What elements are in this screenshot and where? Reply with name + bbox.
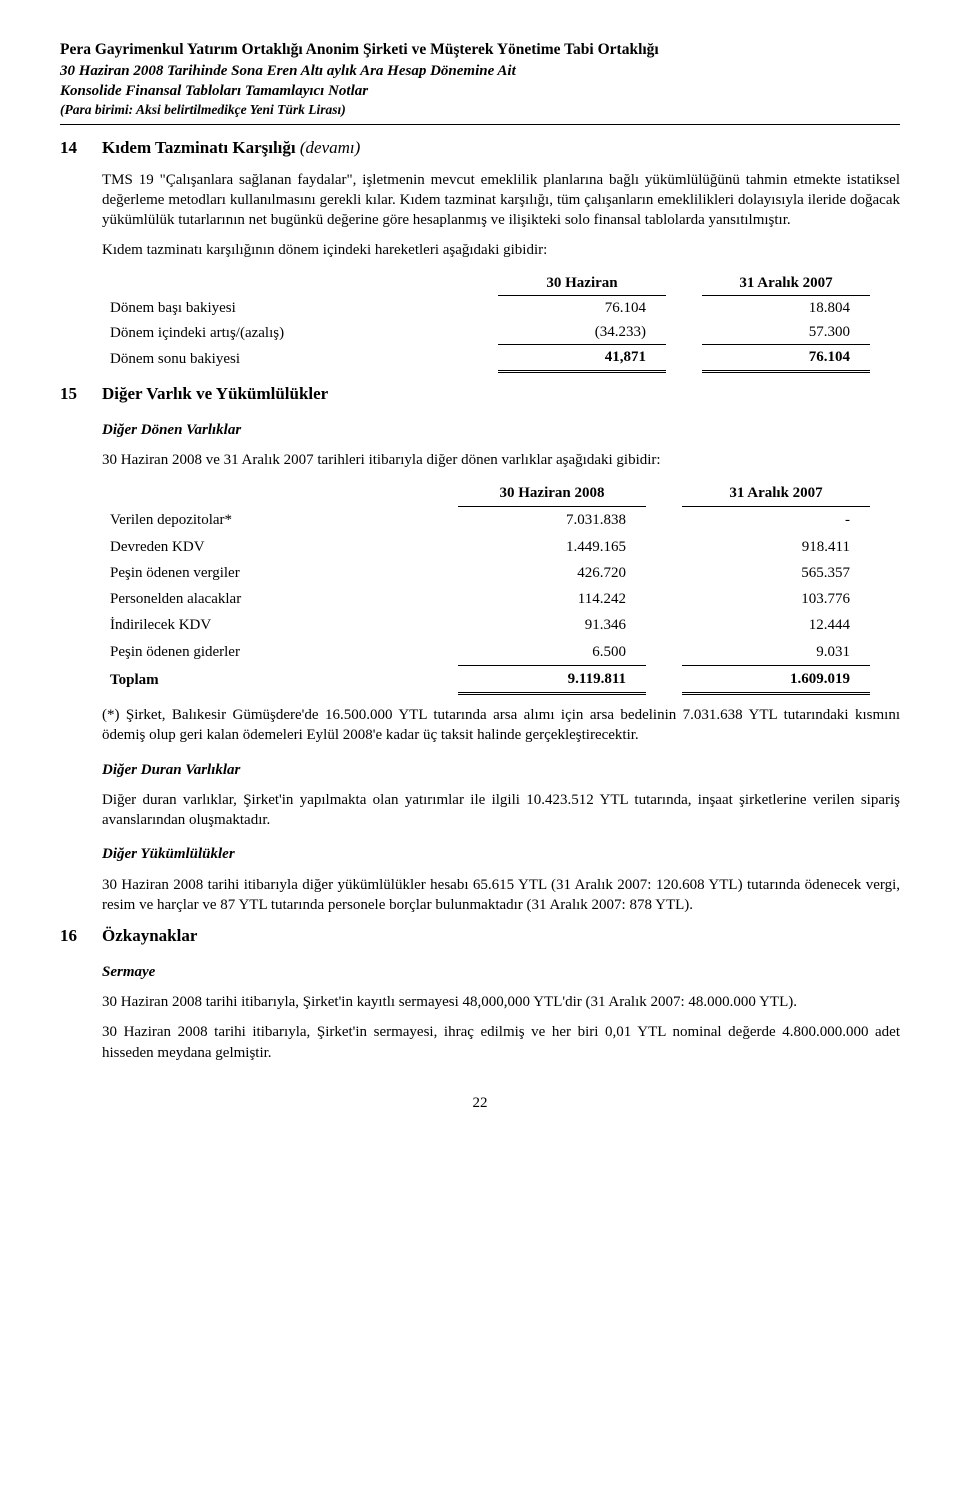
doc-header-currency: (Para birimi: Aksi belirtilmedikçe Yeni …: [60, 101, 900, 119]
table-row: İndirilecek KDV 91.346 12.444: [102, 612, 870, 638]
subsection-duran-varliklar: Diğer Duran Varlıklar: [102, 760, 900, 780]
table-cell-label: Dönem içindeki artış/(azalış): [102, 320, 498, 345]
section-14-paragraph-1: TMS 19 "Çalışanlara sağlanan faydalar", …: [102, 170, 900, 231]
table-cell-label: Personelden alacaklar: [102, 586, 458, 612]
section-title-text: Kıdem Tazminatı Karşılığı: [102, 138, 300, 157]
table-cell-value: 91.346: [458, 612, 646, 638]
table-cell-label: Devreden KDV: [102, 534, 458, 560]
table-row: Peşin ödenen vergiler 426.720 565.357: [102, 560, 870, 586]
table-cell-value: -: [682, 507, 870, 534]
section-title: Kıdem Tazminatı Karşılığı (devamı): [102, 137, 360, 160]
table-cell-value: 1.449.165: [458, 534, 646, 560]
subsection-sermaye: Sermaye: [102, 962, 900, 982]
section-16-heading: 16 Özkaynaklar: [60, 925, 900, 948]
section-title: Özkaynaklar: [102, 925, 197, 948]
section-15-footnote: (*) Şirket, Balıkesir Gümüşdere'de 16.50…: [102, 705, 900, 746]
table-cell-value: 565.357: [682, 560, 870, 586]
table-cell-value: 114.242: [458, 586, 646, 612]
table-row: Personelden alacaklar 114.242 103.776: [102, 586, 870, 612]
header-divider: [60, 124, 900, 125]
table-kidem-tazminat: 30 Haziran 31 Aralık 2007 Dönem başı bak…: [102, 271, 870, 373]
section-16-paragraph-1: 30 Haziran 2008 tarihi itibarıyla, Şirke…: [102, 992, 900, 1012]
table-row: Verilen depozitolar* 7.031.838 -: [102, 507, 870, 534]
doc-header-company: Pera Gayrimenkul Yatırım Ortaklığı Anoni…: [60, 40, 900, 61]
table-cell-value: (34.233): [498, 320, 666, 345]
section-14-paragraph-2: Kıdem tazminatı karşılığının dönem içind…: [102, 240, 900, 260]
section-14-heading: 14 Kıdem Tazminatı Karşılığı (devamı): [60, 137, 900, 160]
section-15-paragraph-1: 30 Haziran 2008 ve 31 Aralık 2007 tarihl…: [102, 450, 900, 470]
section-continuation: (devamı): [300, 138, 360, 157]
section-16-paragraph-2: 30 Haziran 2008 tarihi itibarıyla, Şirke…: [102, 1022, 900, 1063]
table-col-1: 30 Haziran: [498, 271, 666, 296]
doc-header-title: Konsolide Finansal Tabloları Tamamlayıcı…: [60, 81, 900, 101]
table-cell-label: İndirilecek KDV: [102, 612, 458, 638]
table-cell-value: 6.500: [458, 639, 646, 666]
table-cell-label: Toplam: [102, 665, 458, 693]
table-row-total: Dönem sonu bakiyesi 41,871 76.104: [102, 345, 870, 371]
table-cell-value: 918.411: [682, 534, 870, 560]
table-col-2: 31 Aralık 2007: [702, 271, 870, 296]
table-row-total: Toplam 9.119.811 1.609.019: [102, 665, 870, 693]
section-15-heading: 15 Diğer Varlık ve Yükümlülükler: [60, 383, 900, 406]
section-15-paragraph-3: 30 Haziran 2008 tarihi itibarıyla diğer …: [102, 875, 900, 916]
table-cell-value: 76.104: [702, 345, 870, 371]
table-cell-value: 41,871: [498, 345, 666, 371]
table-cell-label: Verilen depozitolar*: [102, 507, 458, 534]
section-number: 16: [60, 925, 102, 948]
table-cell-value: 103.776: [682, 586, 870, 612]
doc-header-period: 30 Haziran 2008 Tarihinde Sona Eren Altı…: [60, 61, 900, 81]
section-number: 15: [60, 383, 102, 406]
table-cell-label: Peşin ödenen vergiler: [102, 560, 458, 586]
table-row: Dönem içindeki artış/(azalış) (34.233) 5…: [102, 320, 870, 345]
table-cell-value: 9.119.811: [458, 665, 646, 693]
table-row: Devreden KDV 1.449.165 918.411: [102, 534, 870, 560]
subsection-donen-varliklar: Diğer Dönen Varlıklar: [102, 420, 900, 440]
section-title: Diğer Varlık ve Yükümlülükler: [102, 383, 328, 406]
table-cell-label: Dönem başı bakiyesi: [102, 295, 498, 320]
section-15-paragraph-2: Diğer duran varlıklar, Şirket'in yapılma…: [102, 790, 900, 831]
page-number: 22: [60, 1093, 900, 1113]
section-number: 14: [60, 137, 102, 160]
table-cell-value: 18.804: [702, 295, 870, 320]
table-cell-value: 426.720: [458, 560, 646, 586]
table-cell-value: 7.031.838: [458, 507, 646, 534]
table-cell-label: Peşin ödenen giderler: [102, 639, 458, 666]
table-cell-value: 76.104: [498, 295, 666, 320]
table-cell-value: 9.031: [682, 639, 870, 666]
table-row: Dönem başı bakiyesi 76.104 18.804: [102, 295, 870, 320]
subsection-yukumlulukler: Diğer Yükümlülükler: [102, 844, 900, 864]
table-cell-value: 12.444: [682, 612, 870, 638]
table-cell-value: 57.300: [702, 320, 870, 345]
table-cell-value: 1.609.019: [682, 665, 870, 693]
table-cell-label: Dönem sonu bakiyesi: [102, 345, 498, 371]
table-row: Peşin ödenen giderler 6.500 9.031: [102, 639, 870, 666]
table-col-1: 30 Haziran 2008: [458, 480, 646, 507]
table-col-2: 31 Aralık 2007: [682, 480, 870, 507]
table-donen-varliklar: 30 Haziran 2008 31 Aralık 2007 Verilen d…: [102, 480, 870, 695]
